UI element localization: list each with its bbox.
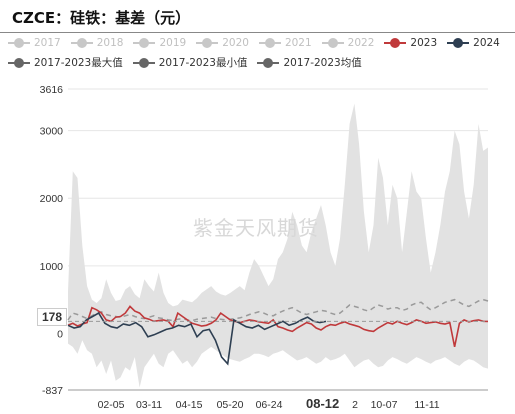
legend-item-2024[interactable]: 2024	[447, 37, 500, 49]
y-tick-label: 1000	[40, 261, 64, 273]
legend-item-2017[interactable]: 2017	[8, 37, 61, 49]
series-line-2024	[67, 312, 327, 366]
legend-label: 2019	[159, 37, 187, 49]
legend-marker-icon	[258, 37, 281, 49]
watermark: 紫金天风期货	[193, 216, 319, 240]
legend-marker-icon	[196, 37, 219, 49]
chart-legend: 2017 2018 2019 2020 2021 2022 2023 2024 2017-202…	[8, 37, 508, 70]
legend-label: 2023	[410, 37, 438, 49]
x-tick-label: 04-15	[176, 399, 203, 411]
x-tick-label: 10-07	[371, 399, 398, 411]
legend-label: 2020	[222, 37, 249, 49]
title-bar: CZCE：硅铁：基差（元）	[0, 0, 515, 33]
legend-marker-icon	[70, 37, 93, 49]
series-line-2023	[67, 305, 489, 348]
x-tick-label: 05-20	[217, 399, 244, 411]
x-tick-label: 11-11	[414, 399, 439, 411]
x-tick-label: 02-05	[98, 399, 125, 411]
legend-item-2019[interactable]: 2019	[133, 37, 186, 49]
legend-marker-icon	[8, 57, 30, 69]
legend-label: 2024	[473, 37, 500, 49]
x-tick-label: 2	[352, 399, 358, 411]
legend-item-2017-2023最小值[interactable]: 2017-2023最小值	[132, 55, 248, 70]
legend-item-2020[interactable]: 2020	[196, 37, 249, 49]
x-tick-label: 06-24	[256, 399, 283, 411]
legend-marker-icon	[384, 37, 407, 49]
y-tick-label: 0	[57, 328, 63, 340]
legend-marker-icon	[132, 57, 155, 69]
legend-marker-icon	[447, 37, 470, 49]
legend-item-2023[interactable]: 2023	[384, 37, 437, 49]
legend-marker-icon	[257, 57, 280, 69]
legend-label: 2021	[284, 37, 312, 49]
legend-marker-icon	[8, 37, 30, 49]
y-axis-pointer-label: 178	[37, 308, 68, 326]
x-axis-pointer-label: 08-12	[304, 396, 342, 411]
legend-item-2022[interactable]: 2022	[321, 37, 375, 49]
legend-label: 2017-2023最小值	[158, 57, 248, 69]
legend-item-2018[interactable]: 2018	[70, 37, 124, 49]
range-band-max-min	[68, 103, 488, 388]
y-tick-label: 3000	[40, 126, 64, 138]
legend-marker-icon	[133, 37, 156, 49]
x-tick-label: 03-11	[136, 399, 162, 411]
legend-item-2017-2023均值[interactable]: 2017-2023均值	[257, 55, 362, 70]
y-tick-label: 3616	[40, 84, 64, 96]
legend-label: 2017	[34, 37, 61, 49]
y-tick-label: 2000	[40, 193, 64, 205]
legend-item-2021[interactable]: 2021	[258, 37, 312, 49]
legend-label: 2018	[96, 37, 124, 49]
legend-label: 2022	[347, 37, 375, 49]
legend-marker-icon	[321, 37, 344, 49]
legend-label: 2017-2023均值	[283, 57, 362, 69]
chart-title: CZCE：硅铁：基差（元）	[12, 9, 191, 27]
y-tick-label: -837	[42, 385, 63, 397]
legend-label: 2017-2023最大值	[34, 57, 123, 69]
legend-item-2017-2023最大值[interactable]: 2017-2023最大值	[8, 55, 123, 70]
